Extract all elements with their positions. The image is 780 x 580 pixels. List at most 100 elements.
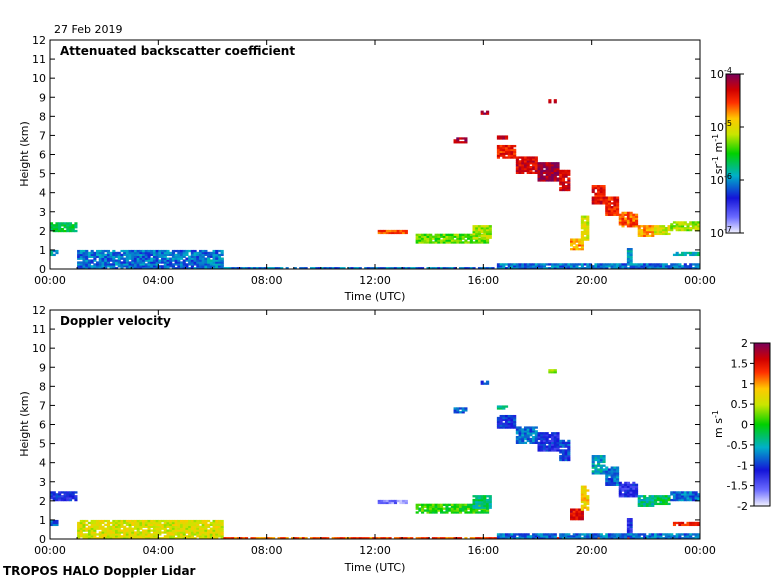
- x-tick-label: 08:00: [251, 274, 283, 287]
- heatmap-cell: [85, 527, 89, 530]
- heatmap-cell: [166, 261, 170, 264]
- heatmap-cell: [605, 200, 609, 203]
- heatmap-cell: [548, 434, 552, 437]
- heatmap-cell: [580, 500, 584, 504]
- heatmap-cell: [77, 267, 81, 270]
- heatmap-cell: [537, 162, 541, 165]
- heatmap-cell: [556, 435, 560, 439]
- heatmap-cell: [79, 519, 83, 523]
- heatmap-cell: [610, 468, 614, 471]
- heatmap-cell: [383, 231, 387, 235]
- heatmap-cell: [518, 164, 522, 167]
- heatmap-cell: [537, 432, 541, 435]
- heatmap-cell: [117, 259, 121, 262]
- heatmap-cell: [120, 261, 124, 264]
- heatmap-cell: [85, 261, 89, 264]
- heatmap-cell: [161, 255, 165, 258]
- heatmap-cell: [104, 263, 108, 266]
- heatmap-cell: [542, 162, 547, 165]
- heatmap-cell: [90, 519, 94, 523]
- heatmap-cell: [689, 265, 693, 268]
- heatmap-cell: [201, 525, 205, 528]
- heatmap-cell: [150, 263, 154, 266]
- heatmap-cell: [691, 253, 695, 257]
- heatmap-cell: [653, 232, 658, 236]
- heatmap-cell: [542, 533, 547, 536]
- heatmap-cell: [171, 251, 175, 255]
- heatmap-cell: [66, 227, 70, 231]
- heatmap-cell: [496, 137, 500, 140]
- heatmap-cell: [212, 259, 216, 262]
- heatmap-cell: [483, 497, 487, 500]
- heatmap-cell: [98, 267, 102, 270]
- heatmap-cell: [616, 202, 620, 205]
- heatmap-cell: [545, 435, 549, 439]
- heatmap-cell: [681, 221, 685, 224]
- heatmap-cell: [109, 259, 113, 262]
- heatmap-cell: [55, 523, 59, 527]
- heatmap-cell: [144, 265, 148, 268]
- heatmap-cell: [602, 535, 606, 538]
- heatmap-cell: [415, 239, 419, 242]
- heatmap-cell: [618, 491, 622, 494]
- heatmap-cell: [220, 265, 224, 268]
- heatmap-cell: [551, 437, 555, 441]
- y-tick-label: 8: [39, 110, 46, 123]
- heatmap-cell: [575, 508, 579, 511]
- heatmap-cell: [594, 468, 598, 471]
- heatmap-cell: [480, 380, 484, 383]
- heatmap-cell: [445, 235, 449, 238]
- heatmap-cell: [399, 229, 403, 233]
- heatmap-cell: [561, 171, 565, 174]
- heatmap-cell: [651, 495, 655, 498]
- heatmap-cell: [534, 169, 538, 173]
- heatmap-cell: [564, 169, 568, 173]
- heatmap-cell: [545, 169, 549, 173]
- heatmap-cell: [518, 441, 522, 444]
- heatmap-cell: [575, 510, 579, 513]
- heatmap-cell: [656, 497, 660, 500]
- heatmap-cell: [169, 527, 173, 530]
- heatmap-cell: [155, 251, 159, 255]
- heatmap-cell: [402, 229, 406, 233]
- heatmap-cell: [169, 537, 173, 540]
- heatmap-cell: [429, 235, 433, 238]
- heatmap-cell: [610, 207, 614, 211]
- x-tick-label: 20:00: [576, 274, 608, 287]
- heatmap-cell: [450, 511, 454, 514]
- heatmap-cell: [93, 525, 97, 528]
- heatmap-cell: [678, 263, 682, 266]
- heatmap-cell: [144, 259, 148, 262]
- heatmap-cell: [174, 533, 178, 536]
- heatmap-cell: [624, 263, 628, 266]
- heatmap-cell: [139, 257, 143, 260]
- heatmap-cell: [112, 523, 116, 527]
- heatmap-cell: [616, 211, 620, 215]
- heatmap-cell: [597, 198, 601, 201]
- heatmap-cell: [580, 514, 584, 517]
- heatmap-cell: [537, 173, 541, 176]
- heatmap-cell: [142, 263, 146, 266]
- heatmap-cell: [212, 521, 216, 525]
- heatmap-cell: [637, 498, 641, 502]
- heatmap-cell: [675, 251, 679, 255]
- heatmap-cell: [123, 519, 127, 523]
- heatmap-cell: [659, 502, 663, 506]
- heatmap-cell: [488, 234, 492, 237]
- heatmap-cell: [521, 263, 525, 266]
- heatmap-cell: [475, 502, 479, 506]
- heatmap-cell: [442, 267, 446, 270]
- heatmap-cell: [66, 229, 70, 233]
- heatmap-cell: [586, 265, 590, 268]
- heatmap-cell: [299, 537, 303, 540]
- heatmap-cell: [477, 498, 482, 502]
- heatmap-cell: [496, 418, 500, 422]
- heatmap-cell: [561, 183, 565, 186]
- heatmap-cell: [106, 527, 110, 530]
- heatmap-cell: [98, 249, 102, 253]
- heatmap-cell: [534, 435, 538, 439]
- heatmap-cell: [93, 263, 97, 266]
- heatmap-cell: [339, 267, 343, 270]
- heatmap-cell: [572, 512, 576, 515]
- heatmap-cell: [626, 255, 630, 258]
